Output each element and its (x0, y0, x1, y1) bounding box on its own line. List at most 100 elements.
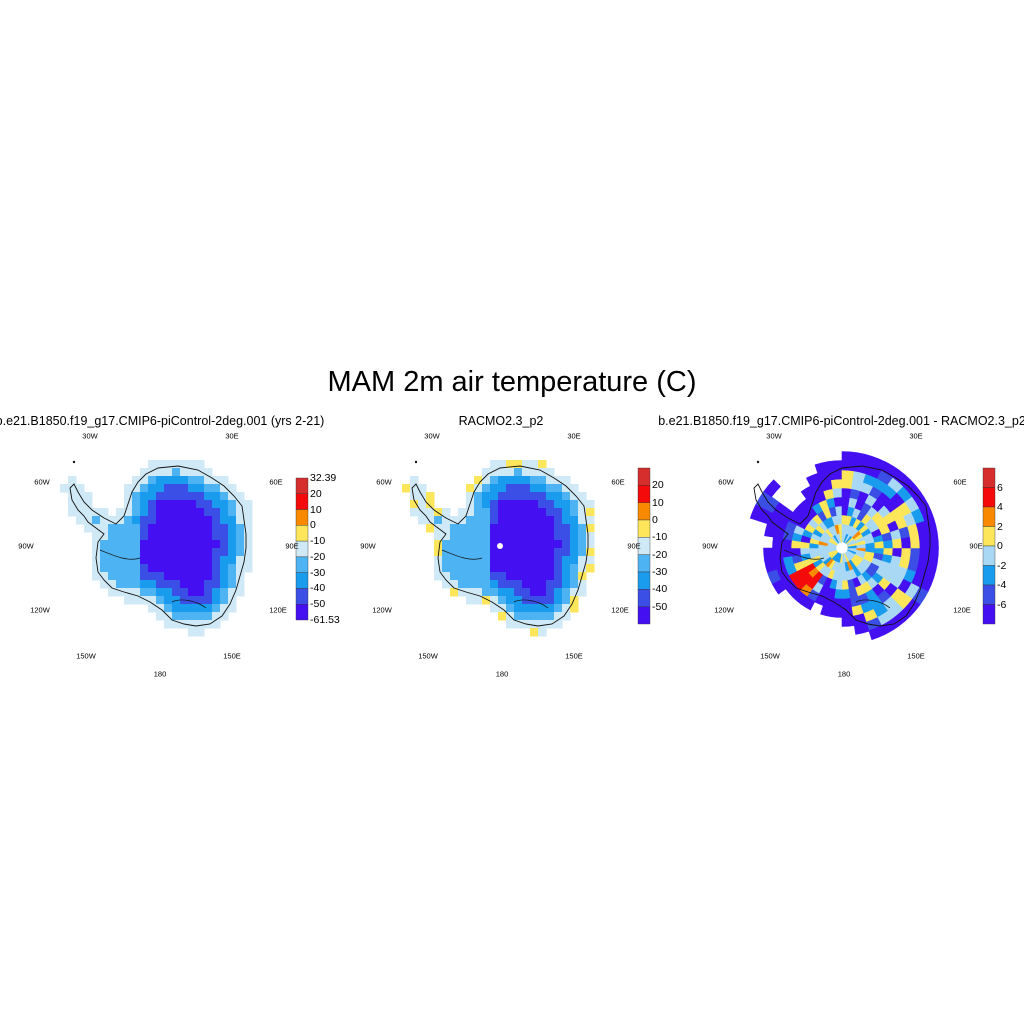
field-cell (434, 508, 443, 517)
colorbar-swatch (982, 506, 996, 527)
field-cell (530, 540, 539, 549)
field-cell (204, 532, 213, 541)
field-cell (236, 492, 245, 501)
field-cell (164, 604, 173, 613)
colorbar-swatch (637, 589, 651, 607)
field-cell (172, 548, 181, 557)
field-cell (156, 540, 165, 549)
field-cell (228, 596, 237, 605)
field-cell (196, 460, 205, 469)
field-cell (554, 492, 563, 501)
colorbar-tick-label: 10 (310, 503, 322, 516)
field-cell (92, 516, 101, 525)
field-cell (244, 532, 253, 541)
field-cell (562, 604, 571, 613)
field-cell (498, 612, 507, 621)
field-cell (148, 468, 157, 477)
field-cell (514, 604, 523, 613)
colorbar-swatch (982, 584, 996, 605)
field-cell (554, 612, 563, 621)
field-cell (835, 505, 843, 516)
field-cell (124, 484, 133, 493)
field-cell (132, 524, 141, 533)
colorbar-swatch (295, 588, 309, 605)
field-cell (482, 508, 491, 517)
field-cell (458, 580, 467, 589)
field-cell (466, 540, 475, 549)
field-cell (84, 500, 93, 509)
field-cell (220, 548, 229, 557)
longitude-label: 150E (565, 651, 583, 661)
field-cell (220, 604, 229, 613)
field-cell (514, 468, 523, 477)
field-cell (172, 516, 181, 525)
longitude-label: 90W (360, 541, 376, 551)
colorbar-swatch (982, 604, 996, 625)
longitude-label: 120W (372, 605, 392, 615)
field-cell (530, 564, 539, 573)
field-cell (474, 548, 483, 557)
field-cell (474, 532, 483, 541)
field-cell (498, 572, 507, 581)
field-cell (220, 588, 229, 597)
field-cell (124, 532, 133, 541)
field-cell (578, 556, 587, 565)
field-cell (116, 508, 125, 517)
field-cell (554, 556, 563, 565)
longitude-label: 180 (495, 669, 509, 679)
field-cell (506, 532, 515, 541)
field-cell (570, 484, 579, 493)
field-cell (482, 564, 491, 573)
field-cell (538, 572, 547, 581)
field-cell (68, 508, 77, 517)
field-cell (244, 548, 253, 557)
field-cell (180, 508, 189, 517)
field-cell (92, 548, 101, 557)
field-cell (490, 516, 499, 525)
field-cell (164, 492, 173, 501)
field-cell (108, 548, 117, 557)
field-cell (586, 516, 595, 525)
field-cell (514, 524, 523, 533)
field-cell (116, 556, 125, 565)
field-cell (228, 548, 237, 557)
field-cell (204, 540, 213, 549)
field-cell (522, 540, 531, 549)
field-cell (124, 508, 133, 517)
field-cell (522, 460, 531, 469)
panel-title-racmo: RACMO2.3_p2 (458, 414, 544, 428)
field-cell (570, 492, 579, 501)
field-cell (140, 580, 149, 589)
field-cell (84, 516, 93, 525)
field-cell (148, 532, 157, 541)
field-cell (530, 596, 539, 605)
field-cell (490, 468, 499, 477)
field-cell (841, 469, 855, 481)
field-cell (490, 548, 499, 557)
field-cell (841, 451, 858, 463)
field-cell (188, 604, 197, 613)
field-cell (562, 492, 571, 501)
field-cell (466, 556, 475, 565)
longitude-label: 180 (837, 669, 851, 679)
field-cell (522, 548, 531, 557)
field-cell (148, 508, 157, 517)
field-cell (586, 540, 595, 549)
field-cell (458, 508, 467, 517)
field-cell (204, 580, 213, 589)
field-cell (108, 556, 117, 565)
field-cell (506, 540, 515, 549)
field-cell (514, 588, 523, 597)
field-cell (108, 516, 117, 525)
field-cell (204, 476, 213, 485)
field-cell (514, 556, 523, 565)
field-cell (530, 620, 539, 629)
field-cell (562, 580, 571, 589)
longitude-label: 30W (424, 431, 440, 441)
field-cell (164, 548, 173, 557)
field-cell (554, 572, 563, 581)
field-cell (228, 556, 237, 565)
colorbar-swatch (637, 519, 651, 538)
field-cell (212, 564, 221, 573)
field-cell (554, 484, 563, 493)
